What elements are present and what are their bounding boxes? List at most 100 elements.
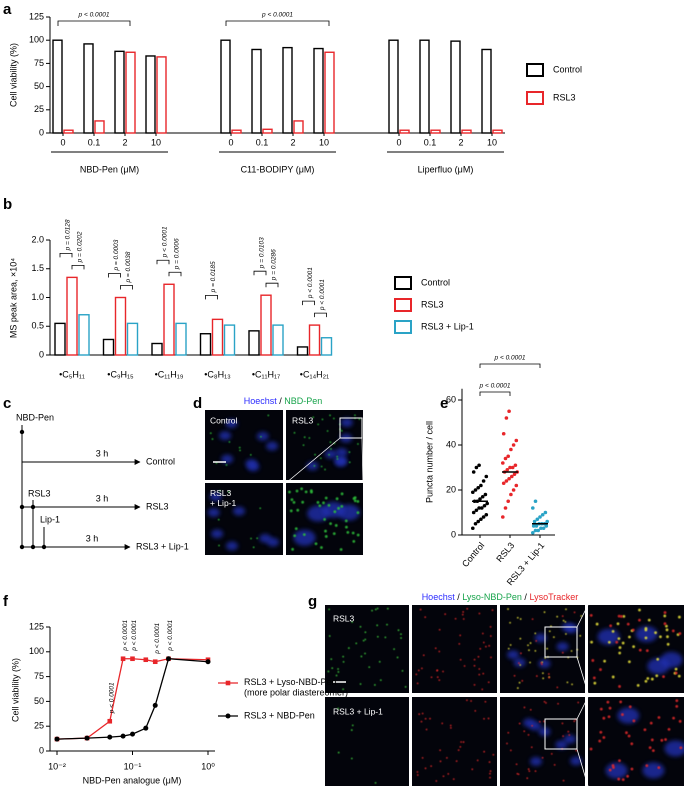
puncta <box>546 647 549 650</box>
puncta <box>650 677 654 681</box>
bar <box>114 50 125 134</box>
y-axis-label: Puncta number / cell <box>424 421 434 503</box>
puncta <box>447 773 450 775</box>
puncta <box>489 776 491 779</box>
puncta <box>517 773 520 776</box>
image-title: Hoechst / NBD-Pen <box>244 396 323 406</box>
puncta <box>617 614 621 618</box>
puncta <box>227 490 230 493</box>
puncta <box>351 724 354 727</box>
puncta <box>250 537 252 540</box>
puncta <box>340 429 343 432</box>
puncta <box>518 722 521 725</box>
nucleus <box>209 492 222 502</box>
puncta <box>461 613 464 616</box>
data-point <box>540 512 545 517</box>
puncta <box>466 699 468 702</box>
x-tick-label: 10 <box>151 137 161 147</box>
nucleus <box>647 658 670 675</box>
outcome-label: Control <box>146 456 175 466</box>
puncta <box>665 628 669 632</box>
data-point <box>510 474 514 479</box>
puncta <box>651 749 655 753</box>
puncta <box>317 423 320 426</box>
p-value: p < 0.0001 <box>154 622 161 654</box>
y-tick-label: 20 <box>446 484 456 494</box>
puncta <box>340 492 344 496</box>
legend-label: Control <box>421 277 450 287</box>
puncta <box>304 490 308 494</box>
bar <box>83 43 94 134</box>
bar <box>125 51 136 134</box>
puncta <box>421 712 424 715</box>
bar <box>272 324 284 356</box>
puncta <box>473 683 476 686</box>
puncta <box>602 716 606 720</box>
puncta <box>564 620 567 623</box>
p-value: p = 0.0003 <box>113 239 120 271</box>
puncta <box>618 685 621 688</box>
puncta <box>488 761 491 763</box>
puncta <box>529 708 532 711</box>
puncta <box>425 728 428 731</box>
legend-marker <box>225 680 231 686</box>
data-point <box>536 528 540 533</box>
puncta <box>638 618 641 622</box>
puncta <box>557 702 559 705</box>
puncta <box>430 676 433 679</box>
puncta <box>415 673 418 676</box>
nucleus <box>534 633 547 643</box>
puncta <box>571 683 573 686</box>
puncta <box>362 639 365 642</box>
puncta <box>324 535 328 538</box>
puncta <box>225 464 228 466</box>
puncta <box>312 416 315 419</box>
puncta <box>356 533 360 537</box>
data-point <box>143 725 149 731</box>
bar <box>313 47 324 134</box>
puncta <box>527 733 530 736</box>
puncta <box>562 735 565 738</box>
x-tick-label: 0.1 <box>256 137 269 147</box>
p-value: p < 0.0001 <box>261 12 293 19</box>
puncta <box>293 431 296 434</box>
puncta <box>459 634 462 637</box>
puncta <box>384 636 387 639</box>
data-point <box>541 526 546 531</box>
puncta <box>346 530 350 534</box>
y-tick-label: 60 <box>446 394 456 404</box>
puncta <box>542 672 544 675</box>
data-point <box>476 485 481 490</box>
puncta <box>416 771 419 773</box>
puncta <box>648 746 652 750</box>
puncta <box>607 715 611 719</box>
bar <box>430 129 441 134</box>
y-axis-label: Cell viability (%) <box>10 658 20 722</box>
puncta <box>442 670 444 673</box>
puncta <box>516 687 519 689</box>
puncta <box>364 652 366 655</box>
bar <box>308 324 321 356</box>
p-value: p = 0.0103 <box>259 237 266 269</box>
puncta <box>356 500 360 503</box>
puncta <box>657 766 661 770</box>
puncta <box>218 544 220 547</box>
puncta <box>324 468 326 471</box>
x-tick-label: 2 <box>458 137 463 147</box>
puncta <box>570 650 573 652</box>
puncta <box>421 756 424 759</box>
puncta <box>644 628 648 632</box>
puncta <box>599 668 602 671</box>
puncta <box>663 614 667 618</box>
puncta <box>337 506 340 510</box>
data-point <box>531 506 535 510</box>
p-value: p = 0.0128 <box>65 219 72 251</box>
puncta <box>376 607 379 610</box>
puncta <box>424 616 427 619</box>
puncta <box>337 668 339 670</box>
nucleus <box>642 762 665 779</box>
puncta <box>360 655 363 658</box>
data-point <box>484 474 489 479</box>
puncta <box>630 742 634 746</box>
puncta <box>663 622 667 626</box>
